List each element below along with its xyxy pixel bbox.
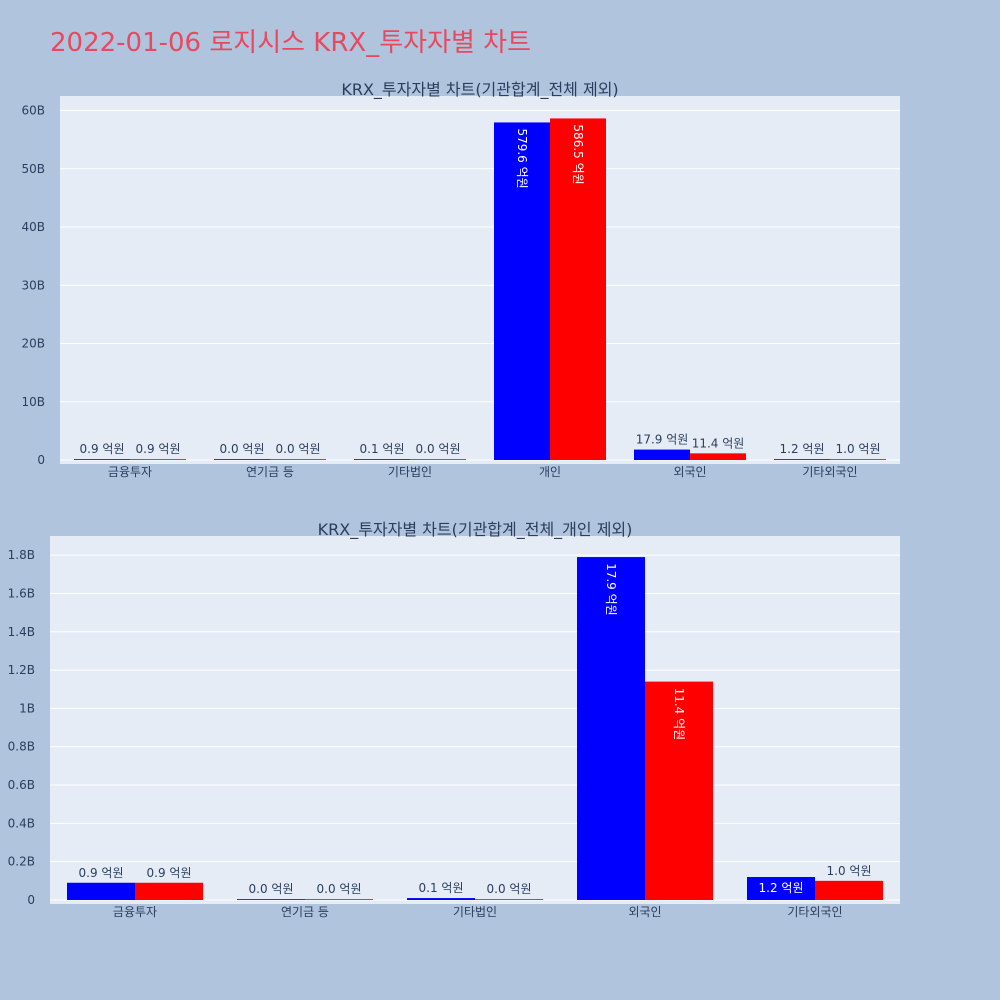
bar [690, 453, 746, 460]
bar [305, 899, 373, 900]
data-label: 17.9 억원 [636, 433, 689, 447]
y-tick-label: 1.4B [8, 625, 35, 639]
data-label: 11.4 억원 [692, 436, 745, 450]
y-tick-label: 0 [37, 453, 45, 467]
x-tick-label: 기타법인 [388, 465, 432, 479]
chart-title: KRX_투자자별 차트(기관합계_전체_개인 제외) [318, 520, 633, 540]
bar [74, 459, 130, 460]
y-tick-label: 30B [21, 278, 45, 292]
y-tick-label: 40B [21, 220, 45, 234]
bar [407, 898, 475, 900]
y-tick-label: 10B [21, 395, 45, 409]
y-tick-label: 1B [19, 701, 35, 715]
y-tick-label: 1.2B [8, 663, 35, 677]
bar [475, 899, 543, 900]
x-tick-label: 기타외국인 [802, 465, 857, 479]
data-label: 1.2 억원 [780, 442, 825, 456]
bar [815, 880, 883, 900]
bar [577, 557, 645, 900]
chart-1: 0 10B 20B 30B 40B 50B 60B KRX_투자자별 차트(기관합계_전체 제… [21, 80, 900, 479]
plot-background [60, 96, 900, 464]
data-label: 0.1 억원 [419, 881, 464, 895]
chart-title: KRX_투자자별 차트(기관합계_전체 제외) [341, 80, 618, 100]
y-tick-label: 50B [21, 162, 45, 176]
y-tick-label: 1.6B [8, 586, 35, 600]
bar [135, 882, 203, 900]
data-label: 0.9 억원 [79, 866, 124, 880]
y-tick-label: 0.8B [8, 740, 35, 754]
data-label: 0.9 억원 [136, 442, 181, 456]
bar [494, 122, 550, 460]
data-label: 0.0 억원 [416, 442, 461, 456]
data-label: 0.0 억원 [249, 882, 294, 896]
data-label: 1.0 억원 [836, 442, 881, 456]
bar [67, 882, 135, 900]
data-label: 0.9 억원 [147, 866, 192, 880]
x-tick-label: 금융투자 [108, 465, 152, 479]
x-tick-label: 외국인 [628, 905, 661, 919]
y-tick-label: 0.4B [8, 816, 35, 830]
data-label: 579.6 억원 [515, 128, 529, 188]
x-tick-label: 금융투자 [113, 905, 157, 919]
y-tick-label: 0.6B [8, 778, 35, 792]
x-tick-label: 기타법인 [453, 905, 497, 919]
data-label: 0.0 억원 [220, 442, 265, 456]
y-tick-label: 0 [27, 893, 35, 907]
bar [214, 459, 270, 460]
data-label: 0.0 억원 [317, 882, 362, 896]
data-label: 0.0 억원 [276, 442, 321, 456]
bar [747, 877, 815, 900]
x-tick-label: 개인 [539, 465, 561, 479]
plot-background [50, 536, 900, 904]
bar [634, 449, 690, 460]
y-tick-label: 20B [21, 337, 45, 351]
data-label: 0.1 억원 [360, 442, 405, 456]
data-label: 0.0 억원 [487, 882, 532, 896]
x-tick-label: 외국인 [673, 465, 706, 479]
chart-2: 0 0.2B 0.4B 0.6B 0.8B 1B 1.2B 1.4B 1.6B 1.8B KRX_투… [8, 520, 900, 919]
y-tick-label: 1.8B [8, 548, 35, 562]
bar [830, 459, 886, 460]
y-tick-label: 0.2B [8, 855, 35, 869]
page-title: 2022-01-06 로지시스 KRX_투자자별 차트 [50, 28, 532, 58]
x-tick-label: 기타외국인 [787, 905, 842, 919]
data-label: 17.9 억원 [604, 563, 618, 616]
bar [774, 459, 830, 460]
y-tick-label: 60B [21, 104, 45, 118]
data-label: 0.9 억원 [80, 442, 125, 456]
data-label: 1.2 억원 [759, 881, 804, 895]
x-tick-label: 연기금 등 [281, 905, 329, 919]
x-tick-label: 연기금 등 [246, 465, 294, 479]
bar [550, 118, 606, 461]
data-label: 586.5 억원 [571, 124, 585, 184]
bar [237, 899, 305, 900]
bar [354, 459, 410, 460]
data-label: 1.0 억원 [827, 864, 872, 878]
bar [410, 459, 466, 460]
bar [130, 459, 186, 460]
data-label: 11.4 억원 [672, 688, 686, 741]
bar [645, 681, 713, 900]
bar [270, 459, 326, 460]
